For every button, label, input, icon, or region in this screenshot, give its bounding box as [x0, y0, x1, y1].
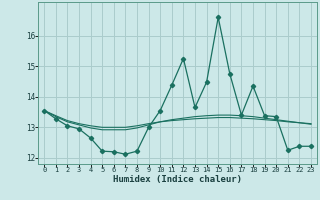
X-axis label: Humidex (Indice chaleur): Humidex (Indice chaleur)	[113, 175, 242, 184]
